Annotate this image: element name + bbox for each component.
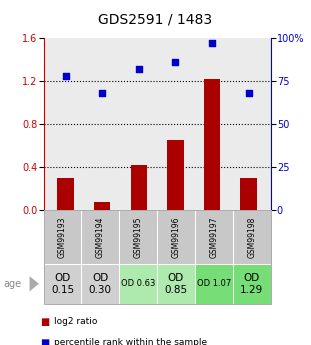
Text: GSM99197: GSM99197: [209, 216, 218, 258]
Point: [210, 40, 215, 46]
Bar: [167, 140, 183, 210]
Bar: [57, 178, 74, 210]
Bar: [240, 178, 257, 210]
Bar: [204, 79, 220, 210]
Text: GSM99195: GSM99195: [134, 216, 143, 258]
Text: GDS2591 / 1483: GDS2591 / 1483: [99, 12, 212, 26]
Polygon shape: [30, 276, 39, 291]
Point: [100, 90, 104, 96]
Point: [173, 59, 178, 65]
Text: GSM99198: GSM99198: [247, 217, 256, 258]
Bar: [131, 165, 147, 210]
Point: [63, 73, 68, 79]
Point: [136, 66, 141, 72]
Text: percentile rank within the sample: percentile rank within the sample: [54, 338, 207, 345]
Text: OD
1.29: OD 1.29: [240, 273, 263, 295]
Text: OD
0.15: OD 0.15: [51, 273, 74, 295]
Text: ■: ■: [40, 317, 50, 327]
Text: log2 ratio: log2 ratio: [54, 317, 98, 326]
Text: GSM99196: GSM99196: [171, 216, 180, 258]
Point: [246, 90, 251, 96]
Text: GSM99194: GSM99194: [96, 216, 105, 258]
Text: age: age: [3, 279, 21, 289]
Bar: [94, 202, 110, 210]
Text: OD 0.63: OD 0.63: [121, 279, 155, 288]
Text: OD
0.85: OD 0.85: [165, 273, 188, 295]
Text: ■: ■: [40, 338, 50, 345]
Text: OD
0.30: OD 0.30: [89, 273, 112, 295]
Text: OD 1.07: OD 1.07: [197, 279, 231, 288]
Text: GSM99193: GSM99193: [58, 216, 67, 258]
